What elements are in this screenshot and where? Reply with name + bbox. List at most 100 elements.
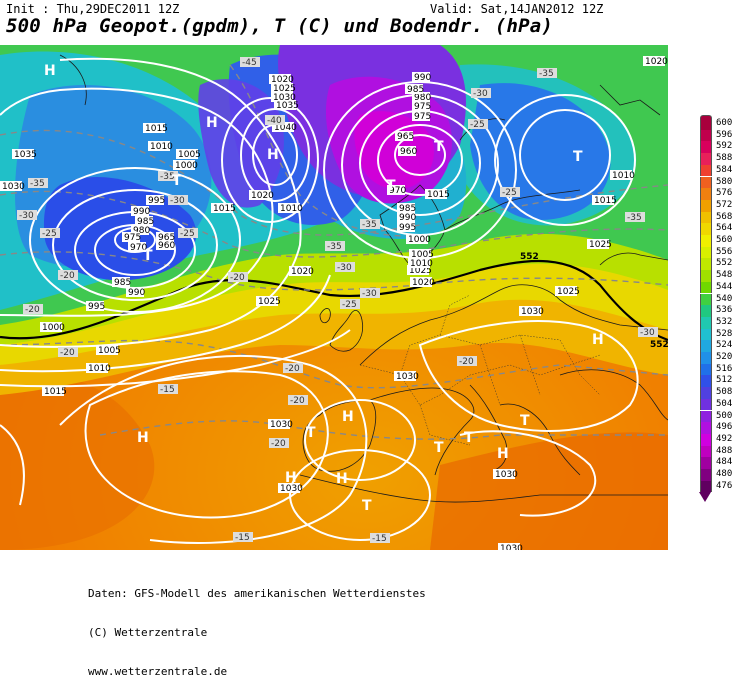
svg-text:-20: -20 (290, 396, 305, 406)
pressure-label: 1005 (96, 345, 121, 356)
svg-text:980: 980 (133, 226, 150, 236)
pressure-label: 1015 (42, 386, 67, 397)
system-marker-low: T (362, 498, 372, 514)
pressure-label: 1030 (268, 419, 293, 430)
scale-label: 584 (716, 164, 732, 175)
system-marker-low: T (172, 173, 182, 189)
temp-label: -30 (168, 195, 188, 206)
scale-swatch (700, 433, 712, 446)
scale-swatch (700, 281, 712, 294)
temp-label: -15 (233, 532, 253, 543)
scale-label: 540 (716, 293, 732, 304)
temp-label: -20 (283, 363, 303, 374)
temp-label: -20 (288, 395, 308, 406)
scale-swatch (700, 469, 712, 481)
scale-swatch (700, 422, 712, 434)
svg-text:-30: -30 (362, 289, 377, 299)
svg-text:1010: 1010 (150, 142, 173, 152)
scale-swatch (700, 141, 712, 154)
svg-text:1010: 1010 (612, 171, 635, 181)
svg-text:985: 985 (399, 204, 416, 214)
scale-label: 576 (716, 188, 732, 199)
svg-text:-20: -20 (230, 273, 245, 283)
scale-label: 476 (716, 480, 732, 491)
scale-label: 588 (716, 153, 732, 164)
scale-label: 548 (716, 270, 732, 281)
scale-label: 536 (716, 305, 732, 316)
pressure-label: 965 (156, 232, 175, 243)
scale-swatch (700, 305, 712, 317)
svg-text:1030: 1030 (521, 307, 544, 317)
svg-text:960: 960 (158, 241, 175, 251)
pressure-label: 1005 (409, 249, 434, 260)
svg-text:1025: 1025 (557, 287, 580, 297)
svg-text:1020: 1020 (645, 57, 668, 67)
pressure-label: 1025 (256, 296, 281, 307)
svg-text:-30: -30 (337, 263, 352, 273)
footer-copyright: (C) Wetterzentrale (88, 626, 208, 639)
svg-text:-40: -40 (267, 116, 282, 126)
system-marker-high: H (592, 332, 604, 348)
svg-text:1000: 1000 (408, 235, 431, 245)
svg-text:-15: -15 (160, 385, 175, 395)
scale-label: 532 (716, 316, 732, 327)
weather-map: 1035 1030 1015 1010 1005 1000 995 990 98… (0, 45, 668, 550)
svg-text:1030: 1030 (270, 420, 293, 430)
svg-text:-20: -20 (25, 305, 40, 315)
svg-text:1030: 1030 (500, 544, 523, 550)
temp-label: -20 (457, 356, 477, 367)
pressure-label: 1035 (274, 100, 299, 111)
svg-text:995: 995 (88, 302, 105, 312)
svg-text:-35: -35 (627, 213, 642, 223)
temp-label: -20 (58, 270, 78, 281)
footer-data-source: Daten: GFS-Modell des amerikanischen Wet… (88, 587, 426, 600)
svg-text:1005: 1005 (98, 346, 121, 356)
svg-text:985: 985 (114, 278, 131, 288)
svg-text:-35: -35 (362, 220, 377, 230)
svg-text:970: 970 (389, 186, 406, 196)
svg-text:1035: 1035 (276, 101, 299, 111)
svg-text:1030: 1030 (280, 484, 303, 494)
pressure-label: 1020 (289, 266, 314, 277)
footer-website: www.wetterzentrale.de (88, 665, 228, 678)
system-marker-low: T (434, 139, 444, 155)
system-marker-low: T (306, 425, 316, 441)
scale-swatch (700, 164, 712, 177)
system-marker-high: H (497, 446, 509, 462)
scale-swatch (700, 410, 712, 423)
scale-swatch (700, 199, 712, 212)
pressure-label: 1015 (211, 203, 236, 214)
svg-text:1010: 1010 (88, 364, 111, 374)
system-marker-low: T (520, 413, 530, 429)
pressure-label: 995 (397, 222, 416, 233)
pressure-label: 1000 (406, 234, 431, 245)
pressure-label: 960 (156, 240, 175, 251)
svg-text:-15: -15 (372, 534, 387, 544)
system-marker-low: T (573, 149, 583, 165)
pressure-label: 995 (146, 195, 165, 206)
scale-swatch (700, 398, 712, 411)
scale-swatch (700, 270, 712, 282)
scale-swatch (700, 457, 712, 469)
temp-label: -35 (625, 212, 645, 223)
scale-swatch (700, 118, 712, 130)
scale-label: 488 (716, 445, 732, 456)
scale-label: 480 (716, 469, 732, 479)
svg-text:1015: 1015 (427, 190, 450, 200)
scale-swatch (700, 211, 712, 224)
svg-text:960: 960 (400, 147, 417, 157)
scale-swatch (700, 129, 712, 142)
scale-label: 520 (716, 352, 732, 362)
svg-text:1020: 1020 (251, 191, 274, 201)
temp-label: -25 (340, 299, 360, 310)
pressure-label: 1030 (493, 469, 518, 480)
temp-label: -35 (360, 219, 380, 230)
svg-text:1015: 1015 (44, 387, 67, 397)
pressure-label: 1010 (148, 141, 173, 152)
temp-label: -35 (28, 178, 48, 189)
pressure-label: 1025 (587, 239, 612, 250)
scale-label: 500 (716, 410, 732, 421)
svg-text:1015: 1015 (594, 196, 617, 206)
svg-text:995: 995 (148, 196, 165, 206)
scale-label: 508 (716, 387, 732, 398)
